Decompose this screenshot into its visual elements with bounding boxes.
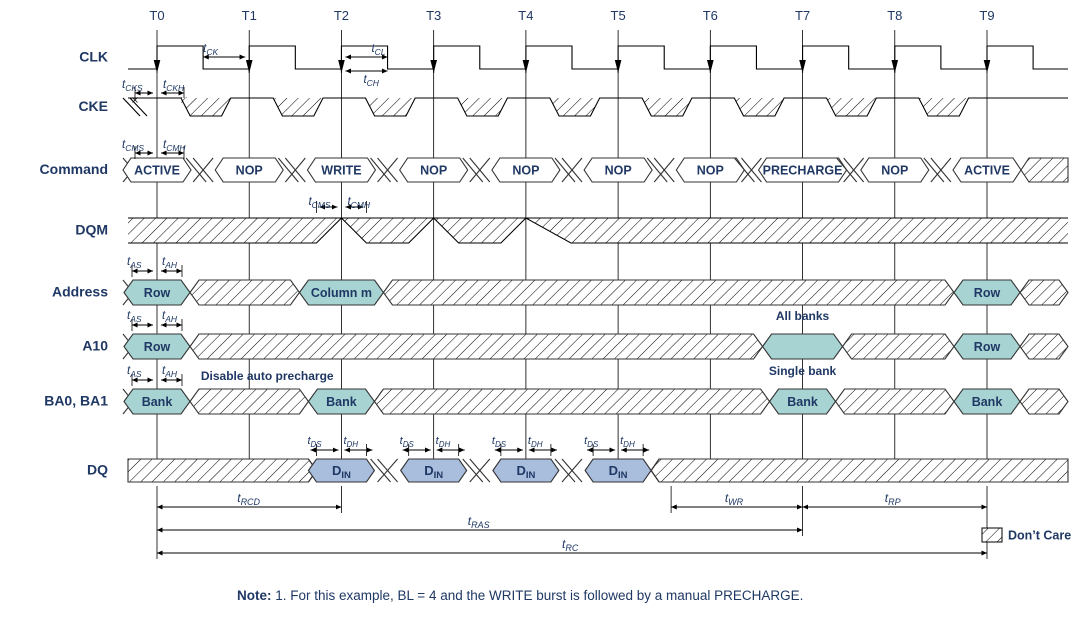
svg-text:T0: T0 [149,8,164,23]
svg-text:A10: A10 [82,338,108,354]
svg-text:T4: T4 [518,8,533,23]
svg-text:Row: Row [974,286,1001,300]
svg-text:All banks: All banks [776,309,830,323]
svg-text:Disable auto precharge: Disable auto precharge [201,369,334,383]
svg-text:T2: T2 [334,8,349,23]
svg-text:Single bank: Single bank [769,364,837,378]
svg-text:Bank: Bank [142,395,173,409]
svg-text:NOP: NOP [881,164,908,178]
svg-text:T1: T1 [242,8,257,23]
svg-text:Row: Row [144,286,171,300]
svg-text:NOP: NOP [236,164,263,178]
svg-text:Row: Row [144,340,171,354]
svg-text:PRECHARGE: PRECHARGE [763,164,843,178]
svg-text:CLK: CLK [79,49,108,65]
svg-text:ACTIVE: ACTIVE [964,164,1010,178]
svg-text:NOP: NOP [512,164,539,178]
svg-text:DQ: DQ [87,462,108,478]
svg-text:T8: T8 [887,8,902,23]
svg-text:Bank: Bank [787,395,818,409]
svg-text:T3: T3 [426,8,441,23]
svg-text:DQM: DQM [75,222,108,238]
svg-text:WRITE: WRITE [321,164,361,178]
svg-text:Row: Row [974,340,1001,354]
svg-text:Don’t Care: Don’t Care [1008,529,1071,543]
svg-text:T5: T5 [611,8,626,23]
svg-text:ACTIVE: ACTIVE [134,164,180,178]
svg-text:Bank: Bank [972,395,1003,409]
svg-text:Note: 1. For this example,: Note: 1. For this example, BL = 4 and th… [237,588,803,603]
svg-text:Address: Address [52,284,108,300]
svg-text:T7: T7 [795,8,810,23]
svg-text:NOP: NOP [420,164,447,178]
svg-text:Command: Command [40,161,108,177]
svg-text:Bank: Bank [326,395,357,409]
svg-text:Column m: Column m [311,286,372,300]
svg-text:CKE: CKE [78,98,108,114]
svg-text:BA0, BA1: BA0, BA1 [44,393,108,409]
svg-text:NOP: NOP [697,164,724,178]
svg-text:T9: T9 [979,8,994,23]
svg-text:T6: T6 [703,8,718,23]
svg-text:NOP: NOP [605,164,632,178]
